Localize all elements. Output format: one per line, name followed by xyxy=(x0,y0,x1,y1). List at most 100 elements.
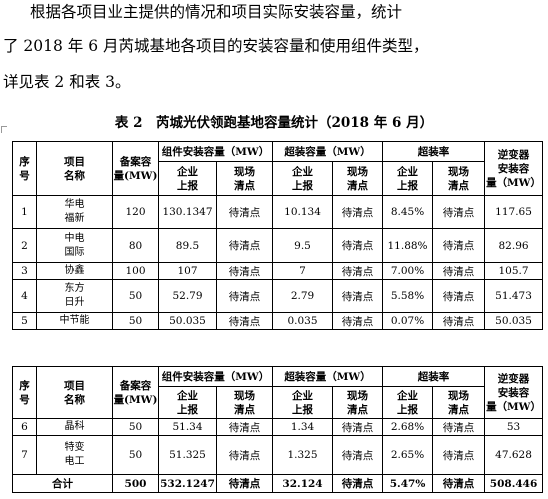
table-row: 7 特变 电工 50 51.325 待清点 1.325 待清点 2.65% 待清点 47.628 xyxy=(12,435,544,475)
header-reported: 企业 上报 xyxy=(158,161,217,196)
seq-cell: 3 xyxy=(12,262,37,280)
header-pending: 现场 清点 xyxy=(332,386,384,419)
seq-cell: 5 xyxy=(12,312,37,330)
header-filing: 备案容 量(MW) xyxy=(112,141,159,196)
over-site-cell: 待清点 xyxy=(332,228,384,263)
over-site-cell: 待清点 xyxy=(332,435,384,475)
filing-capacity-cell: 50 xyxy=(112,279,159,313)
capacity-table-part-1: 序号 项目 名称 备案容 量(MW) 组件安装容量（MW） 超装容量（MW） 超装率… xyxy=(12,141,544,330)
seq-cell: 7 xyxy=(12,435,37,475)
rate-reported-cell: 5.58% xyxy=(382,279,434,313)
project-name-cell: 中电 国际 xyxy=(36,228,113,263)
rate-reported-cell: 8.45% xyxy=(382,195,434,229)
rate-site-cell: 待清点 xyxy=(432,435,486,475)
over-reported-cell: 1.325 xyxy=(272,435,334,475)
module-reported-cell: 50.035 xyxy=(158,312,217,330)
header-inverter: 逆变器 安装容 量（MW） xyxy=(484,366,544,419)
header-module: 组件安装容量（MW） xyxy=(157,141,274,162)
table-row: 5 中节能 50 50.035 待清点 0.035 待清点 0.07% 待清点 50.035 xyxy=(12,312,544,330)
header-module: 组件安装容量（MW） xyxy=(157,366,274,387)
capacity-table-part-2: 序号 项目 名称 备案容 量(MW) 组件安装容量（MW） 超装容量（MW） 超装率… xyxy=(12,366,544,493)
over-site-cell: 待清点 xyxy=(332,279,384,313)
module-site-cell: 待清点 xyxy=(215,279,274,313)
table-row: 2 中电 国际 80 89.5 待清点 9.5 待清点 11.88% 待清点 82.96 xyxy=(12,228,544,263)
header-pending: 现场 清点 xyxy=(215,386,274,419)
rate-site-cell: 待清点 xyxy=(432,279,486,313)
header-pending: 现场 清点 xyxy=(215,161,274,196)
rate-site-cell: 待清点 xyxy=(432,228,486,263)
project-name-cell: 特变 电工 xyxy=(36,435,113,475)
total-rate-site-cell: 待清点 xyxy=(432,474,486,493)
rate-reported-cell: 2.65% xyxy=(382,435,434,475)
rate-site-cell: 待清点 xyxy=(432,312,486,330)
rate-reported-cell: 0.07% xyxy=(382,312,434,330)
header-rate: 超装率 xyxy=(382,141,486,162)
module-reported-cell: 107 xyxy=(158,262,217,280)
over-reported-cell: 9.5 xyxy=(272,228,334,263)
module-site-cell: 待清点 xyxy=(215,195,274,229)
project-name-cell: 中节能 xyxy=(36,312,113,330)
table-row: 6 晶科 50 51.34 待清点 1.34 待清点 2.68% 待清点 53 xyxy=(12,418,544,436)
header-seq: 序号 xyxy=(12,366,37,419)
total-filing-cell: 500 xyxy=(112,474,159,493)
rate-site-cell: 待清点 xyxy=(432,195,486,229)
filing-capacity-cell: 50 xyxy=(112,435,159,475)
header-reported: 企业 上报 xyxy=(382,161,434,196)
inverter-capacity-cell: 51.473 xyxy=(484,279,544,313)
module-reported-cell: 51.325 xyxy=(158,435,217,475)
header-reported: 企业 上报 xyxy=(272,161,334,196)
header-pending: 现场 清点 xyxy=(432,161,486,196)
filing-capacity-cell: 50 xyxy=(112,418,159,436)
inverter-capacity-cell: 82.96 xyxy=(484,228,544,263)
paragraph-line-2: 了 2018 年 6 月芮城基地各项目的安装容量和使用组件类型， xyxy=(3,37,429,55)
seq-cell: 2 xyxy=(12,228,37,263)
module-site-cell: 待清点 xyxy=(215,228,274,263)
inverter-capacity-cell: 50.035 xyxy=(484,312,544,330)
over-reported-cell: 0.035 xyxy=(272,312,334,330)
rate-reported-cell: 7.00% xyxy=(382,262,434,280)
total-rate-cell: 5.47% xyxy=(382,474,434,493)
module-site-cell: 待清点 xyxy=(215,418,274,436)
over-site-cell: 待清点 xyxy=(332,262,384,280)
module-reported-cell: 130.1347 xyxy=(158,195,217,229)
paragraph-line-1: 根据各项目业主提供的情况和项目实际安装容量，统计 xyxy=(30,3,403,21)
seq-cell: 4 xyxy=(12,279,37,313)
header-reported: 企业 上报 xyxy=(272,386,334,419)
header-pending: 现场 清点 xyxy=(432,386,486,419)
header-filing: 备案容 量(MW) xyxy=(112,366,159,419)
module-reported-cell: 52.79 xyxy=(158,279,217,313)
paragraph-mark xyxy=(1,126,7,133)
module-reported-cell: 89.5 xyxy=(158,228,217,263)
rate-reported-cell: 11.88% xyxy=(382,228,434,263)
project-name-cell: 协鑫 xyxy=(36,262,113,280)
inverter-capacity-cell: 117.65 xyxy=(484,195,544,229)
total-module-cell: 532.1247 xyxy=(158,474,217,493)
header-reported: 企业 上报 xyxy=(158,386,217,419)
header-over: 超装容量（MW） xyxy=(272,366,384,387)
module-site-cell: 待清点 xyxy=(215,312,274,330)
total-inverter-cell: 508.446 xyxy=(484,474,544,493)
header-reported: 企业 上报 xyxy=(382,386,434,419)
header-inverter: 逆变器 安装容 量（MW） xyxy=(484,141,544,196)
over-reported-cell: 1.34 xyxy=(272,418,334,436)
inverter-capacity-cell: 53 xyxy=(484,418,544,436)
over-site-cell: 待清点 xyxy=(332,195,384,229)
header-rate: 超装率 xyxy=(382,366,486,387)
seq-cell: 6 xyxy=(12,418,37,436)
rate-reported-cell: 2.68% xyxy=(382,418,434,436)
project-name-cell: 东方 日升 xyxy=(36,279,113,313)
header-seq: 序号 xyxy=(12,141,37,196)
header-name: 项目 名称 xyxy=(36,366,113,419)
project-name-cell: 晶科 xyxy=(36,418,113,436)
module-reported-cell: 51.34 xyxy=(158,418,217,436)
filing-capacity-cell: 100 xyxy=(112,262,159,280)
total-over-cell: 32.124 xyxy=(272,474,334,493)
table-row: 4 东方 日升 50 52.79 待清点 2.79 待清点 5.58% 待清点 51.473 xyxy=(12,279,544,313)
module-site-cell: 待清点 xyxy=(215,262,274,280)
table-row: 1 华电 福新 120 130.1347 待清点 10.134 待清点 8.45% 待清点 117.… xyxy=(12,195,544,229)
seq-cell: 1 xyxy=(12,195,37,229)
total-label-cell: 合计 xyxy=(12,474,113,493)
header-over: 超装容量（MW） xyxy=(272,141,384,162)
filing-capacity-cell: 50 xyxy=(112,312,159,330)
over-reported-cell: 10.134 xyxy=(272,195,334,229)
